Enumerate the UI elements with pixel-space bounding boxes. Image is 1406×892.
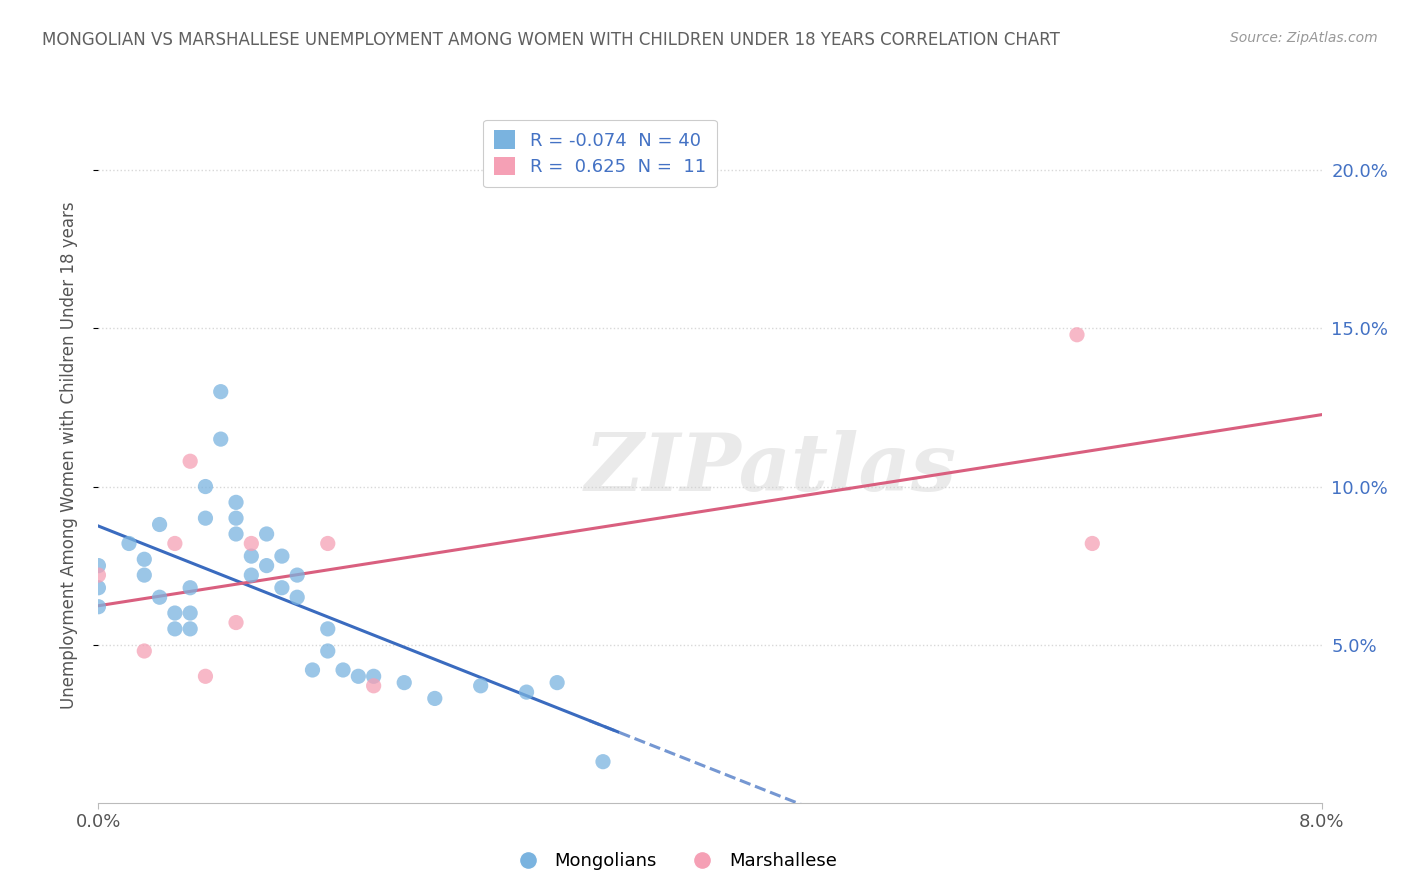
Point	[209, 384, 232, 399]
Point	[332, 663, 354, 677]
Point	[134, 552, 156, 566]
Point	[179, 581, 201, 595]
Point	[270, 581, 294, 595]
Point	[179, 454, 201, 468]
Point	[1081, 536, 1104, 550]
Point	[163, 606, 186, 620]
Point	[134, 568, 156, 582]
Point	[363, 679, 385, 693]
Point	[546, 675, 568, 690]
Point	[149, 517, 172, 532]
Point	[179, 606, 201, 620]
Point	[225, 615, 247, 630]
Point	[87, 568, 110, 582]
Point	[470, 679, 492, 693]
Point	[363, 669, 385, 683]
Point	[225, 527, 247, 541]
Point	[209, 432, 232, 446]
Point	[423, 691, 446, 706]
Text: MONGOLIAN VS MARSHALLESE UNEMPLOYMENT AMONG WOMEN WITH CHILDREN UNDER 18 YEARS C: MONGOLIAN VS MARSHALLESE UNEMPLOYMENT AM…	[42, 31, 1060, 49]
Legend: Mongolians, Marshallese: Mongolians, Marshallese	[502, 845, 845, 877]
Point	[240, 549, 263, 563]
Point	[194, 669, 217, 683]
Point	[87, 558, 110, 573]
Point	[592, 755, 614, 769]
Point	[240, 568, 263, 582]
Point	[516, 685, 538, 699]
Point	[240, 536, 263, 550]
Point	[149, 591, 172, 605]
Point	[301, 663, 323, 677]
Point	[118, 536, 141, 550]
Point	[163, 536, 186, 550]
Point	[194, 511, 217, 525]
Point	[392, 675, 416, 690]
Point	[179, 622, 201, 636]
Point	[316, 536, 339, 550]
Point	[163, 622, 186, 636]
Point	[316, 644, 339, 658]
Point	[285, 591, 308, 605]
Point	[270, 549, 294, 563]
Point	[134, 644, 156, 658]
Point	[256, 527, 278, 541]
Point	[225, 511, 247, 525]
Point	[256, 558, 278, 573]
Point	[225, 495, 247, 509]
Y-axis label: Unemployment Among Women with Children Under 18 years: Unemployment Among Women with Children U…	[59, 201, 77, 709]
Point	[1066, 327, 1088, 342]
Text: Source: ZipAtlas.com: Source: ZipAtlas.com	[1230, 31, 1378, 45]
Point	[194, 479, 217, 493]
Point	[87, 581, 110, 595]
Point	[285, 568, 308, 582]
Point	[316, 622, 339, 636]
Point	[347, 669, 370, 683]
Text: ZIPatlas: ZIPatlas	[585, 430, 957, 508]
Point	[87, 599, 110, 614]
